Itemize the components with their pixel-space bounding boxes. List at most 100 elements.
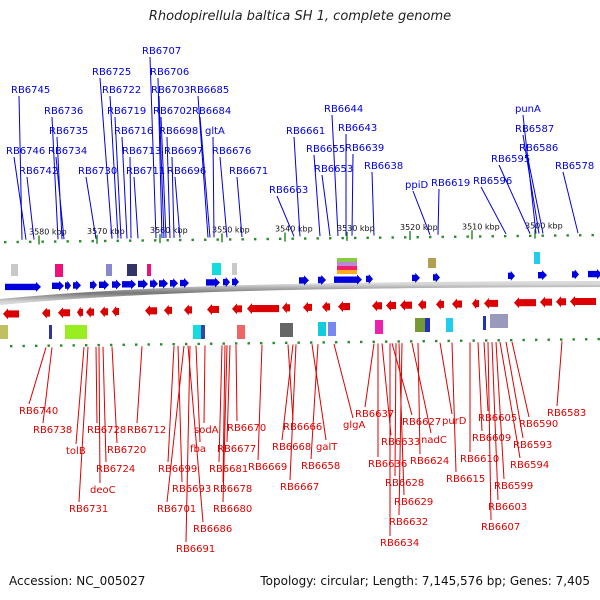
reverse-gene-arrow (58, 307, 70, 319)
reverse-gene-label: RB6728 (87, 425, 126, 436)
forward-gene-label: punA (515, 104, 541, 115)
forward-gene-arrow (334, 274, 362, 285)
reverse-gene-label: RB6609 (472, 433, 511, 444)
forward-gene-arrow (508, 270, 515, 281)
forward-label-leader (133, 176, 139, 239)
feature-box-top (232, 263, 237, 275)
reverse-gene-arrow (436, 298, 444, 310)
forward-gene-label: RB6742 (19, 166, 58, 177)
accession-text: Accession: NC_005027 (9, 574, 146, 588)
guide-dot-top (341, 236, 344, 240)
forward-gene-label: RB6706 (150, 67, 189, 78)
reverse-label-leader (136, 346, 143, 424)
feature-box-bottom (446, 318, 453, 332)
reverse-gene-label: RB6603 (488, 502, 527, 513)
genome-title: Rhodopirellula baltica SH 1, complete ge… (148, 9, 452, 24)
guide-dot-top (491, 235, 494, 238)
forward-gene-arrow (206, 277, 220, 288)
feature-box-top (212, 263, 221, 275)
guide-dot-bottom (72, 344, 75, 347)
reverse-label-leader (98, 346, 101, 484)
reverse-label-leader (364, 343, 375, 408)
reverse-label-leader (394, 343, 397, 477)
guide-dot-bottom (547, 338, 550, 341)
reverse-gene-arrow (484, 297, 498, 309)
feature-box-top (337, 270, 357, 274)
forward-gene-label: RB6745 (11, 85, 50, 96)
reverse-gene-arrow (232, 303, 242, 315)
guide-dot-top (104, 239, 107, 243)
forward-label-leader (562, 171, 579, 234)
forward-gene-arrow (138, 278, 148, 289)
reverse-gene-arrow (372, 300, 382, 312)
forward-gene-arrow (65, 280, 71, 291)
feature-box-top (106, 264, 112, 276)
scale-tick-label: 3570 kbp (87, 227, 125, 236)
reverse-gene-arrow (400, 299, 412, 311)
forward-gene-arrow (159, 278, 168, 289)
reverse-gene-label: deoC (90, 485, 116, 496)
forward-label-leader (371, 171, 375, 236)
forward-gene-label: RB6702 (153, 106, 192, 117)
guide-dot-bottom (360, 340, 363, 344)
guide-dot-bottom (410, 340, 413, 343)
guide-dot-top (416, 236, 419, 239)
reverse-gene-arrow (207, 303, 219, 315)
forward-gene-label: RB6638 (364, 161, 403, 172)
forward-gene-label: RB6716 (114, 126, 153, 137)
guide-dot-top (554, 234, 557, 237)
forward-label-leader (157, 77, 163, 239)
reverse-gene-label: RB6691 (176, 544, 215, 555)
reverse-gene-arrow (86, 306, 94, 318)
forward-label-leader (99, 77, 113, 239)
forward-label-leader (526, 153, 544, 234)
reverse-label-leader (505, 341, 524, 439)
guide-dot-top (354, 236, 357, 240)
reverse-gene-arrow (570, 295, 596, 307)
reverse-gene-label: RB6680 (213, 504, 252, 515)
forward-gene-arrow (73, 280, 81, 291)
guide-dot-bottom (297, 341, 300, 344)
reverse-gene-label: galT (316, 442, 338, 453)
forward-label-leader (114, 116, 122, 239)
reverse-gene-arrow (164, 304, 172, 316)
forward-gene-label: RB6685 (190, 85, 229, 96)
guide-dot-bottom (435, 339, 438, 343)
reverse-gene-arrow (303, 301, 312, 313)
forward-label-leader (313, 154, 321, 237)
scale-tick-label: 3560 kbp (150, 226, 188, 235)
scale-tick-label: 3510 kbp (462, 222, 500, 231)
reverse-gene-label: RB6627 (402, 417, 441, 428)
forward-gene-arrow (299, 275, 309, 286)
feature-box-top (337, 262, 357, 266)
scale-tick-label: 3520 kbp (400, 223, 438, 232)
forward-label-leader (212, 136, 215, 238)
reverse-gene-arrow (540, 296, 552, 308)
reverse-gene-label: RB6593 (513, 440, 552, 451)
reverse-gene-label: fba (190, 444, 206, 455)
forward-gene-label: RB6719 (107, 106, 146, 117)
forward-gene-label: RB6713 (122, 146, 161, 157)
reverse-label-leader (439, 342, 453, 415)
guide-dot-bottom (110, 343, 113, 347)
forward-gene-labels: RB6745 RB6746 RB6742 RB6736 RB6735 RB6734 RB67… (6, 46, 594, 240)
guide-dot-top (79, 240, 82, 243)
forward-gene-label: RB6653 (314, 164, 353, 175)
forward-strand-genes (5, 269, 600, 292)
forward-gene-label: RB6661 (286, 126, 325, 137)
guide-dot-bottom (535, 338, 538, 342)
forward-label-leader (236, 176, 243, 238)
guide-dot-top (91, 239, 94, 243)
forward-gene-label: RB6586 (519, 143, 558, 154)
feature-box-bottom (425, 318, 430, 332)
reverse-gene-arrow (556, 296, 566, 308)
forward-label-leader (219, 156, 228, 238)
reverse-label-leader (218, 345, 223, 463)
forward-label-leader (412, 190, 431, 236)
reverse-gene-label: RB6669 (248, 462, 287, 473)
forward-gene-label: RB6684 (192, 106, 231, 117)
guide-dot-bottom (560, 338, 563, 341)
guide-dot-top (304, 237, 307, 240)
reverse-gene-label: RB6634 (380, 538, 419, 549)
